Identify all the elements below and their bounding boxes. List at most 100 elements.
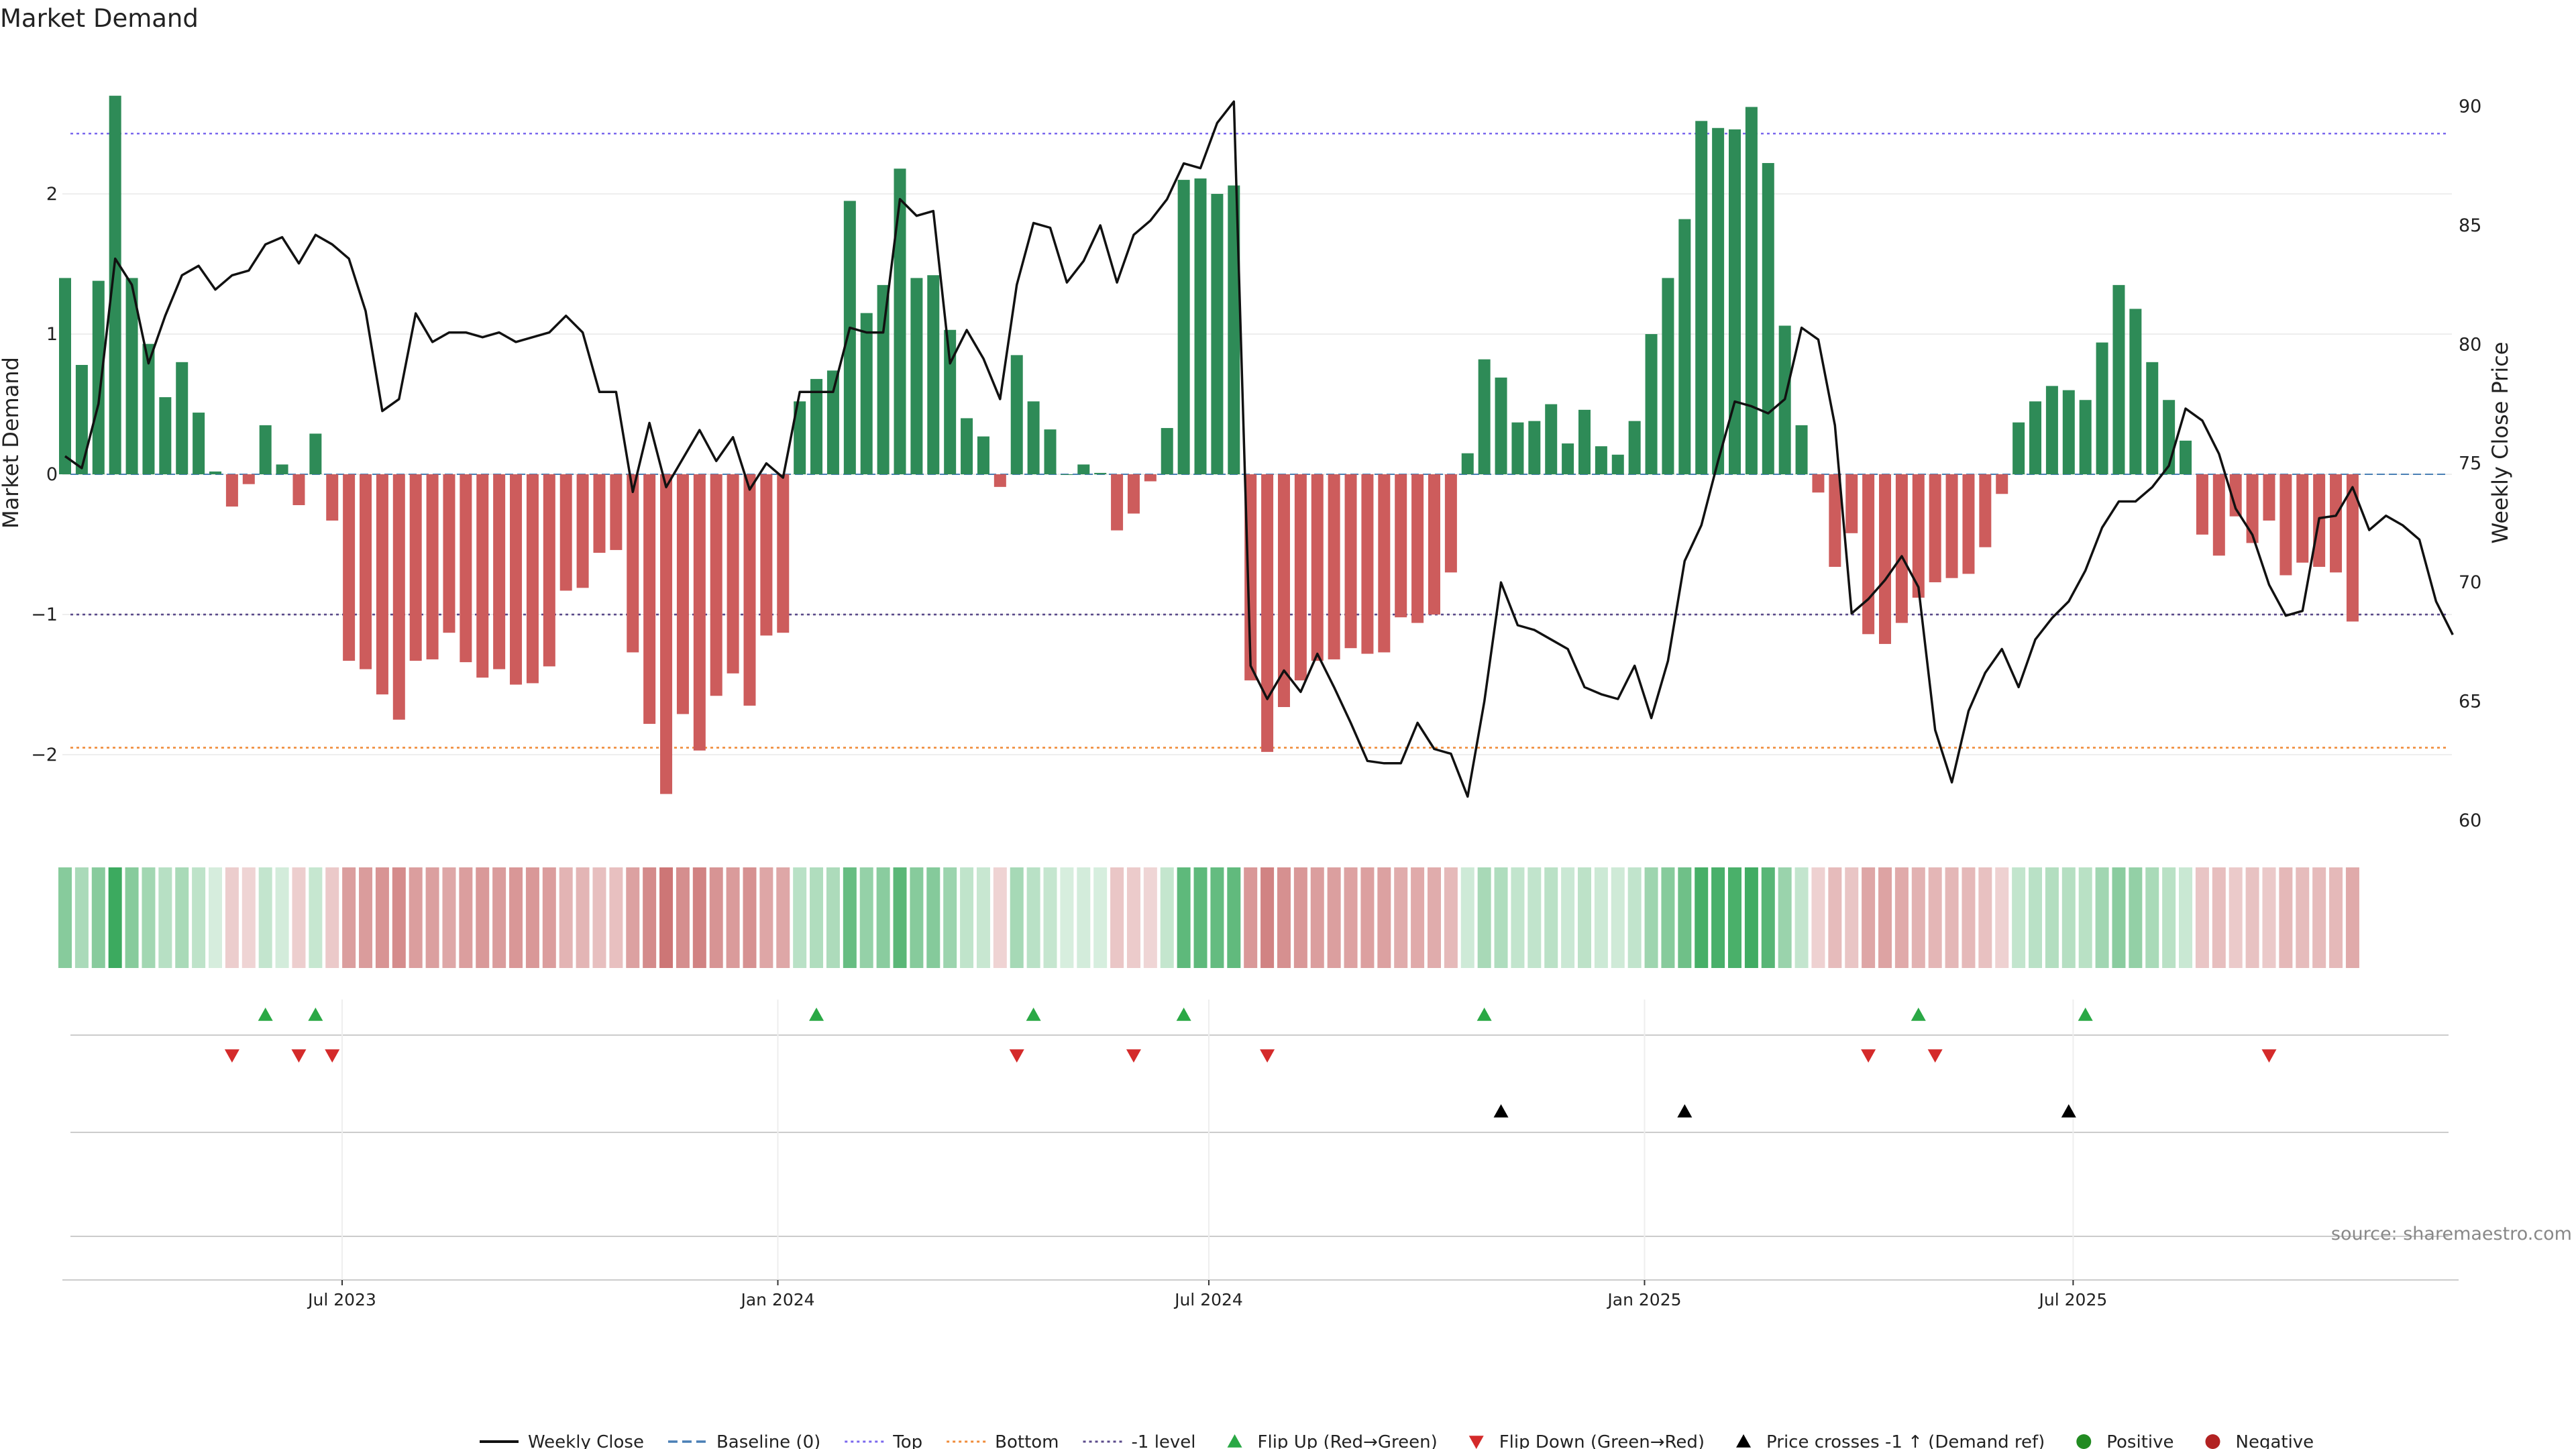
date-tick-label: Jan 2024 — [739, 1290, 814, 1309]
demand-bar — [627, 474, 639, 653]
legend-item: Flip Down (Green→Red) — [1468, 1432, 1705, 1449]
heat-cell — [1193, 867, 1208, 968]
demand-bar — [1645, 334, 1658, 475]
left-axis-title: Market Demand — [0, 357, 23, 529]
demand-bar — [1912, 474, 1925, 598]
heat-cell — [1344, 867, 1358, 968]
demand-bar — [59, 278, 71, 475]
demand-bar — [543, 474, 555, 667]
demand-bar — [392, 474, 405, 720]
demand-bar — [75, 365, 88, 475]
heat-cell — [2029, 867, 2043, 968]
heat-cell — [592, 867, 606, 968]
heat-cell — [759, 867, 773, 968]
heat-cell — [476, 867, 490, 968]
heat-cell — [2112, 867, 2126, 968]
heat-cell — [125, 867, 139, 968]
flip-up-marker — [258, 1008, 273, 1021]
demand-bar — [1094, 472, 1107, 475]
heat-cell — [342, 867, 356, 968]
demand-bar — [242, 474, 255, 484]
legend-item: Flip Up (Red→Green) — [1227, 1432, 1438, 1449]
demand-bar — [1444, 474, 1457, 573]
demand-bar — [1361, 474, 1374, 654]
demand-bar — [2129, 309, 2142, 475]
demand-bar — [1996, 474, 2008, 494]
date-tick-label: Jul 2023 — [307, 1290, 376, 1309]
demand-bar — [2146, 362, 2159, 475]
heat-cell — [943, 867, 957, 968]
heat-cell — [1695, 867, 1709, 968]
legend-label: Positive — [2106, 1432, 2174, 1449]
heat-cell — [659, 867, 674, 968]
heat-cell — [1611, 867, 1625, 968]
demand-bar — [125, 278, 138, 475]
legend-label: Bottom — [995, 1432, 1059, 1449]
legend-swatch-triangle-down — [1468, 1436, 1484, 1449]
heat-cell — [1377, 867, 1391, 968]
heat-cell — [609, 867, 623, 968]
demand-bar — [443, 474, 455, 633]
demand-bar — [1812, 474, 1825, 493]
demand-bar — [1277, 474, 1290, 707]
heat-cell — [1277, 867, 1291, 968]
demand-bar — [777, 474, 790, 633]
demand-bar — [1461, 453, 1474, 475]
demand-bar — [1611, 454, 1624, 475]
heat-cell — [1962, 867, 1976, 968]
heat-cell — [576, 867, 590, 968]
demand-bar — [977, 436, 989, 475]
heat-cell — [525, 867, 539, 968]
heat-cell — [1293, 867, 1307, 968]
heat-cell — [2179, 867, 2193, 968]
heat-cell — [1661, 867, 1675, 968]
flip-down-marker — [1927, 1049, 1943, 1063]
heat-cell — [192, 867, 206, 968]
heat-cell — [709, 867, 723, 968]
heat-cell — [1227, 867, 1241, 968]
demand-bar — [1578, 409, 1591, 475]
legend-label: Negative — [2236, 1432, 2314, 1449]
flip-down-marker — [291, 1049, 307, 1063]
heat-cell — [1160, 867, 1174, 968]
demand-bar — [2029, 401, 2042, 475]
demand-bar — [760, 474, 773, 636]
heat-cell — [1744, 867, 1758, 968]
heat-cell — [993, 867, 1007, 968]
left-tick-label: 0 — [46, 464, 58, 485]
flip-down-marker — [2261, 1049, 2277, 1063]
right-axis-title: Weekly Close Price — [2487, 341, 2513, 543]
heat-cell — [1477, 867, 1491, 968]
demand-bar — [92, 280, 105, 475]
heat-cell — [492, 867, 506, 968]
demand-bar — [276, 464, 288, 475]
right-tick-label: 65 — [2459, 692, 2481, 712]
heat-cell — [1894, 867, 1909, 968]
demand-bar — [2180, 440, 2192, 475]
flip-up-marker — [1026, 1008, 1041, 1021]
demand-bar — [426, 474, 439, 659]
legend-item: Top — [845, 1432, 922, 1449]
legend-swatch-triangle-up — [1227, 1434, 1242, 1448]
heat-cell — [1360, 867, 1375, 968]
demand-bar — [1228, 185, 1240, 475]
heat-cell — [375, 867, 389, 968]
heat-cell — [142, 867, 156, 968]
cross-up-marker — [1493, 1104, 1509, 1118]
demand-bar — [1127, 474, 1140, 514]
demand-bar — [142, 343, 155, 475]
demand-bar — [693, 474, 706, 751]
heat-cell — [292, 867, 306, 968]
demand-bar — [1511, 422, 1524, 475]
heat-cell — [359, 867, 373, 968]
heat-cell — [2229, 867, 2243, 968]
flip-up-marker — [1911, 1008, 1926, 1021]
heat-cell — [910, 867, 924, 968]
cross-up-marker — [1677, 1104, 1693, 1118]
demand-bar — [1729, 129, 1741, 475]
demand-bar — [710, 474, 722, 696]
heat-cell — [793, 867, 807, 968]
heat-cell — [1728, 867, 1741, 968]
heat-cell — [209, 867, 223, 968]
